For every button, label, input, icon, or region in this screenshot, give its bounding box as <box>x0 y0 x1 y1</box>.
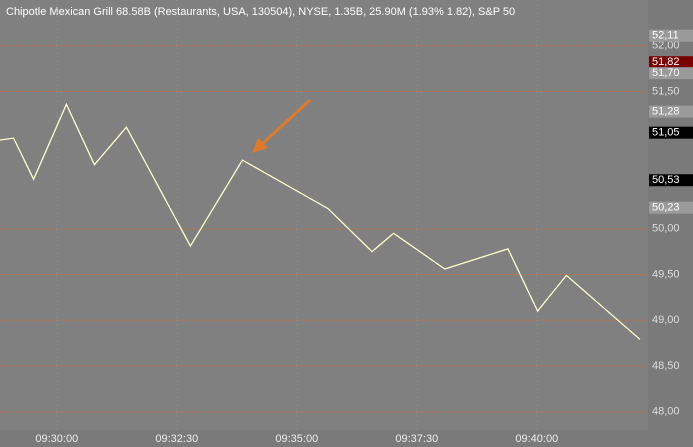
price-label: 52,11 <box>652 30 679 42</box>
price-label: 50,23 <box>652 202 680 214</box>
price-line <box>0 102 641 340</box>
price-label: 51,05 <box>652 127 680 139</box>
price-label-box <box>649 56 693 69</box>
y-tick-label: 50,00 <box>652 223 680 235</box>
price-label-box <box>649 126 693 139</box>
y-tick-label: 49,50 <box>652 268 680 280</box>
price-label: 50,53 <box>652 174 680 186</box>
y-tick-label: 48,00 <box>652 406 680 418</box>
x-tick-label: 09:40:00 <box>515 433 558 445</box>
x-tick-label: 09:30:00 <box>35 433 78 445</box>
y-tick-label: 52,00 <box>652 40 680 52</box>
price-label: 51,82 <box>652 56 680 68</box>
price-label-box <box>649 201 693 214</box>
x-tick-label: 09:32:30 <box>155 433 198 445</box>
x-tick-label: 09:35:00 <box>275 433 318 445</box>
y-tick-label: 48,50 <box>652 360 680 372</box>
price-label-box <box>649 29 693 42</box>
price-label-box <box>649 67 693 80</box>
annotation-arrow <box>252 98 312 153</box>
time-axis <box>0 430 693 447</box>
y-tick-label: 49,00 <box>652 314 680 326</box>
x-tick-label: 09:37:30 <box>395 433 438 445</box>
price-label-box <box>649 105 693 118</box>
y-tick-label: 51,50 <box>652 85 680 97</box>
price-label: 51,70 <box>652 67 680 79</box>
price-label-box <box>649 174 693 187</box>
price-label: 51,28 <box>652 106 680 118</box>
chart-title: Chipotle Mexican Grill 68.58B (Restauran… <box>6 6 515 18</box>
